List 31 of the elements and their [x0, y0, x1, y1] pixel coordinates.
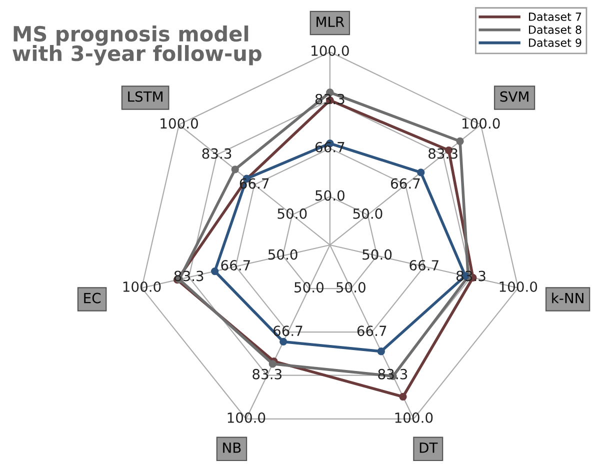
- text: 83.3: [202, 148, 232, 159]
- legend-label: Dataset 8: [529, 25, 582, 34]
- text: 100.0: [123, 281, 161, 292]
- spoke-label: SVM: [500, 91, 528, 102]
- text: 50.0: [316, 190, 344, 201]
- text: 66.7: [315, 142, 344, 152]
- spoke-label: EC: [84, 292, 101, 304]
- text: 100.0: [160, 118, 198, 129]
- text: 66.7: [357, 326, 386, 336]
- text: 100.0: [462, 118, 500, 129]
- text: 100.0: [228, 412, 266, 423]
- spoke-label: NB: [223, 442, 241, 453]
- text: 83.3: [252, 368, 282, 380]
- text: 66.7: [410, 260, 438, 271]
- text: 83.3: [456, 270, 486, 282]
- text: 50.0: [268, 249, 298, 260]
- spoke-label: DT: [420, 442, 438, 453]
- text: MS prognosis model with 3-year follow-up: [12, 26, 262, 66]
- legend-label: Dataset 7: [529, 12, 582, 21]
- spoke-label: MLR: [316, 16, 344, 27]
- text: 50.0: [353, 208, 382, 219]
- legend-label: Dataset 9: [529, 38, 582, 47]
- text: 50.0: [294, 282, 324, 293]
- spoke-label: k-NN: [552, 292, 584, 304]
- text: 66.7: [391, 178, 420, 189]
- spoke-label: LSTM: [128, 91, 162, 102]
- text: 50.0: [278, 208, 307, 219]
- text: 66.7: [274, 326, 302, 336]
- text: 100.0: [395, 412, 433, 423]
- text: 50.0: [336, 282, 366, 293]
- text: 100.0: [312, 45, 349, 56]
